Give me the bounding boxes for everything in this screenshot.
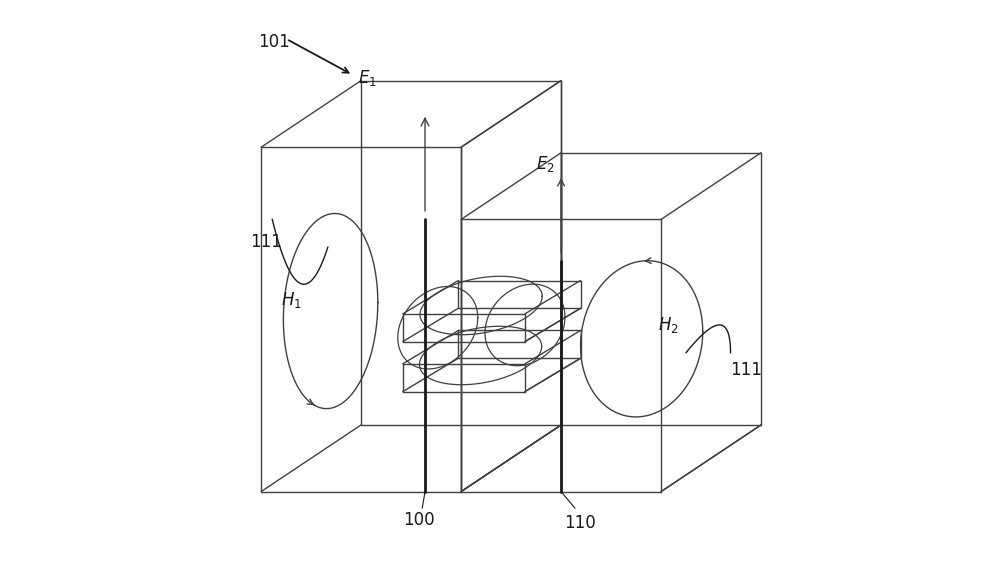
Text: 111: 111 [250,233,282,251]
Text: $E_2$: $E_2$ [536,154,555,174]
Text: $H_1$: $H_1$ [281,291,301,310]
Text: 110: 110 [564,514,596,532]
Text: 111: 111 [731,361,762,379]
Text: $E_1$: $E_1$ [358,68,377,88]
Text: 100: 100 [403,511,434,529]
Text: $H_2$: $H_2$ [658,315,679,335]
Text: 101: 101 [258,33,290,51]
